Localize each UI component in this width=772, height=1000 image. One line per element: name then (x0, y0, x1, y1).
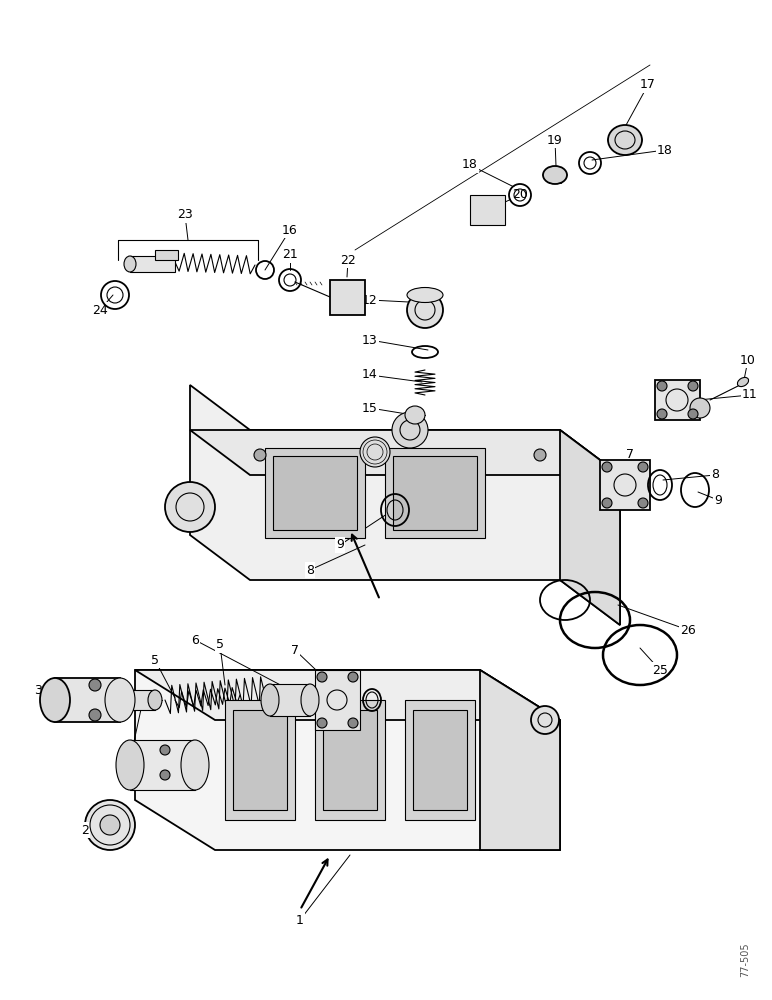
Circle shape (165, 482, 215, 532)
Text: 8: 8 (306, 564, 314, 576)
Circle shape (89, 709, 101, 721)
Ellipse shape (40, 678, 70, 722)
Polygon shape (405, 700, 475, 820)
Polygon shape (270, 684, 310, 716)
Polygon shape (125, 690, 155, 710)
Polygon shape (315, 670, 360, 730)
Text: 12: 12 (362, 294, 378, 306)
Text: 21: 21 (282, 248, 298, 261)
Circle shape (638, 462, 648, 472)
Ellipse shape (531, 706, 559, 734)
Polygon shape (190, 430, 620, 475)
Circle shape (688, 409, 698, 419)
Ellipse shape (261, 684, 279, 716)
Circle shape (638, 498, 648, 508)
Circle shape (690, 398, 710, 418)
Circle shape (602, 498, 612, 508)
Ellipse shape (148, 690, 162, 710)
Ellipse shape (407, 288, 443, 302)
Ellipse shape (737, 377, 749, 387)
Polygon shape (135, 670, 560, 720)
Ellipse shape (405, 406, 425, 424)
Ellipse shape (105, 678, 135, 722)
Circle shape (89, 679, 101, 691)
Circle shape (160, 770, 170, 780)
Circle shape (348, 718, 358, 728)
Circle shape (688, 381, 698, 391)
Circle shape (602, 462, 612, 472)
Polygon shape (385, 448, 485, 538)
Text: 10: 10 (740, 354, 756, 366)
Circle shape (657, 409, 667, 419)
Circle shape (407, 292, 443, 328)
Text: 7: 7 (291, 644, 299, 656)
Polygon shape (130, 256, 175, 272)
Polygon shape (330, 280, 365, 315)
Polygon shape (393, 456, 477, 530)
Polygon shape (315, 700, 385, 820)
Text: 13: 13 (362, 334, 378, 347)
Polygon shape (265, 448, 365, 538)
Text: 4: 4 (126, 754, 134, 766)
Polygon shape (155, 250, 178, 260)
Circle shape (160, 745, 170, 755)
Circle shape (360, 437, 390, 467)
Text: 2: 2 (81, 824, 89, 836)
Polygon shape (560, 430, 620, 625)
Circle shape (657, 381, 667, 391)
Polygon shape (233, 710, 287, 810)
Text: 9: 9 (714, 493, 722, 506)
Text: 5: 5 (216, 639, 224, 652)
Text: 17: 17 (640, 79, 656, 92)
Text: 11: 11 (742, 388, 758, 401)
Polygon shape (413, 710, 467, 810)
Ellipse shape (100, 815, 120, 835)
Polygon shape (190, 385, 620, 625)
Polygon shape (323, 710, 377, 810)
Text: 6: 6 (191, 634, 199, 647)
Circle shape (317, 718, 327, 728)
Circle shape (254, 449, 266, 461)
Text: 3: 3 (34, 684, 42, 696)
Ellipse shape (181, 740, 209, 790)
Polygon shape (135, 670, 560, 850)
Text: 26: 26 (680, 624, 696, 637)
Text: 25: 25 (652, 664, 668, 676)
Text: 14: 14 (362, 368, 378, 381)
Polygon shape (55, 678, 120, 722)
Circle shape (392, 412, 428, 448)
Text: 19: 19 (547, 133, 563, 146)
Text: 22: 22 (340, 253, 356, 266)
Text: 20: 20 (512, 188, 528, 202)
Polygon shape (225, 700, 295, 820)
Text: 16: 16 (282, 224, 298, 236)
Ellipse shape (608, 125, 642, 155)
Polygon shape (600, 460, 650, 510)
Text: 24: 24 (92, 304, 108, 316)
Ellipse shape (85, 800, 135, 850)
Text: 23: 23 (177, 209, 193, 222)
Polygon shape (470, 195, 505, 225)
Text: 1: 1 (296, 914, 304, 926)
Ellipse shape (124, 256, 136, 272)
Circle shape (534, 449, 546, 461)
Ellipse shape (301, 684, 319, 716)
Text: 9: 9 (336, 538, 344, 552)
Text: 15: 15 (362, 401, 378, 414)
Polygon shape (480, 670, 560, 850)
Text: 77-505: 77-505 (740, 943, 750, 977)
Ellipse shape (116, 740, 144, 790)
Text: 18: 18 (462, 158, 478, 172)
Circle shape (348, 672, 358, 682)
Circle shape (317, 672, 327, 682)
Polygon shape (130, 740, 195, 790)
Polygon shape (273, 456, 357, 530)
Text: 8: 8 (711, 468, 719, 482)
Text: 7: 7 (626, 448, 634, 462)
Text: 5: 5 (151, 654, 159, 666)
Polygon shape (655, 380, 700, 420)
Text: 18: 18 (657, 143, 673, 156)
Ellipse shape (543, 166, 567, 184)
